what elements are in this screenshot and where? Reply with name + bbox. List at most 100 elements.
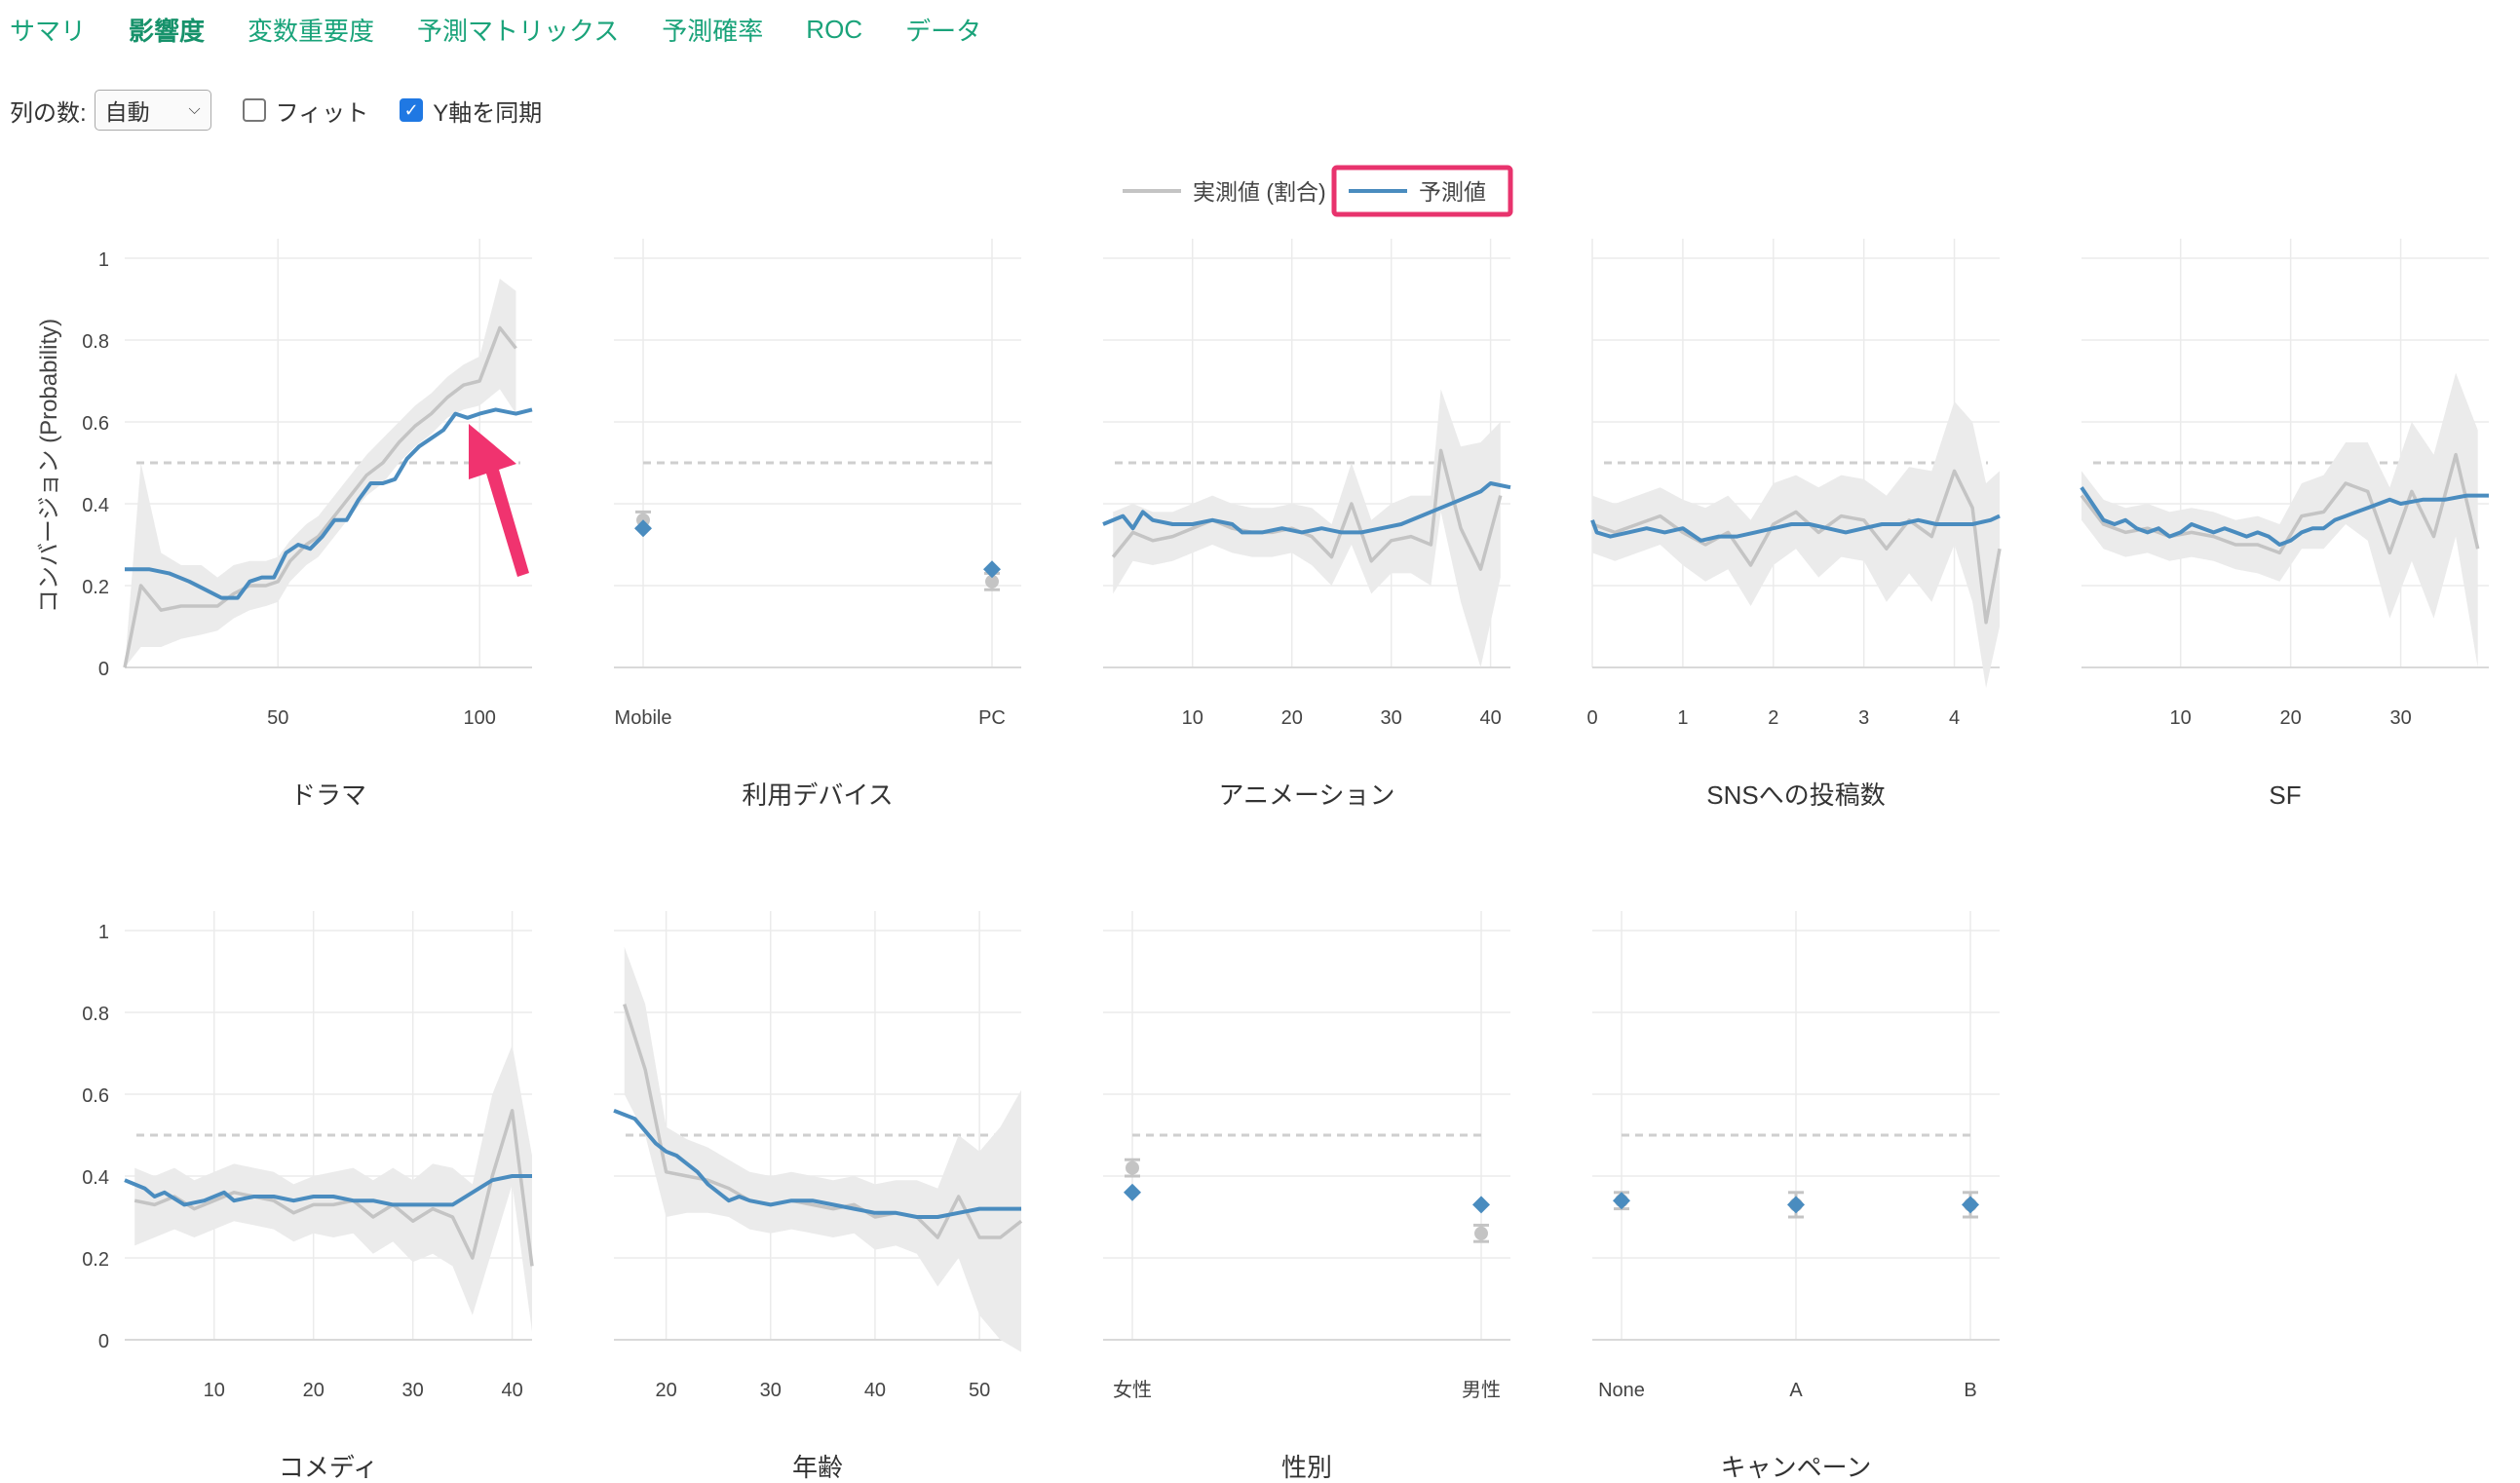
x-tick-label: 10 [1182, 707, 1203, 729]
columns-select[interactable]: 自動 ⌵ [94, 90, 211, 131]
x-tick-label: 30 [760, 1380, 782, 1401]
actual-series-line [123, 325, 517, 668]
confidence-band [2081, 372, 2478, 667]
x-tick-label: None [1598, 1380, 1645, 1401]
actual-series-line [1591, 469, 2002, 625]
y-tick-label: 1 [98, 922, 109, 943]
predicted-point [983, 560, 1001, 579]
y-tick-label: 0 [98, 1331, 109, 1352]
legend-highlight-box [1331, 165, 1513, 217]
actual-point [985, 574, 999, 589]
confidence-band [125, 279, 516, 667]
confidence-band [624, 946, 1021, 1352]
x-tick-label: PC [978, 707, 1006, 729]
actual-series-line [1111, 448, 1503, 571]
y-tick-label: 0 [98, 659, 109, 680]
x-tick-label: 男性 [1462, 1379, 1501, 1401]
panel-title: キャンペーン [1721, 1453, 1872, 1482]
panel-title: 性別 [1281, 1453, 1332, 1482]
x-tick-label: 30 [402, 1380, 424, 1401]
x-tick-label: B [1964, 1380, 1976, 1401]
tab-impact[interactable]: 影響度 [129, 16, 206, 46]
tab-summary[interactable]: サマリ [10, 16, 87, 46]
panel-title: SF [2269, 780, 2301, 810]
fit-checkbox[interactable] [242, 98, 266, 122]
predicted-point [1962, 1196, 1979, 1214]
y-tick-label: 0.8 [82, 1004, 109, 1025]
x-tick-label: 20 [655, 1380, 676, 1401]
x-tick-label: 100 [464, 707, 496, 729]
sync-y-axis-checkbox[interactable]: ✓ [400, 98, 424, 122]
actual-point [1474, 1226, 1488, 1240]
x-tick-label: 3 [1858, 707, 1869, 729]
panel-title: 年齢 [792, 1453, 843, 1482]
fit-label: フィット [275, 99, 369, 127]
x-tick-label: 20 [303, 1380, 325, 1401]
tab-prediction-probability[interactable]: 予測確率 [662, 16, 764, 46]
predicted-series-line [2080, 486, 2489, 547]
actual-series-line [2080, 452, 2480, 555]
confidence-band [134, 1045, 532, 1332]
tab-variable-importance[interactable]: 変数重要度 [248, 16, 375, 46]
tab-roc[interactable]: ROC [806, 14, 863, 44]
x-tick-label: 50 [267, 707, 288, 729]
y-tick-label: 0.6 [82, 413, 109, 435]
y-tick-label: 0.2 [82, 1249, 109, 1271]
check-icon: ✓ [403, 100, 419, 120]
x-tick-label: 50 [969, 1380, 990, 1401]
legend-predicted-label: 予測値 [1419, 179, 1486, 205]
y-tick-label: 0.4 [82, 495, 109, 516]
confidence-band [1592, 401, 2000, 688]
panel-title: アニメーション [1219, 780, 1395, 810]
x-tick-label: 2 [1768, 707, 1778, 729]
predicted-series-line [124, 1174, 532, 1207]
x-tick-label: 女性 [1113, 1379, 1152, 1401]
chevron-down-icon: ⌵ [188, 101, 201, 118]
columns-select-value: 自動 [104, 99, 150, 125]
x-tick-label: 4 [1949, 707, 1960, 729]
columns-label: 列の数: [10, 99, 87, 127]
predicted-series-line [613, 1108, 1021, 1219]
predicted-point [1472, 1196, 1490, 1214]
legend-actual-label: 実測値 (割合) [1193, 179, 1326, 205]
x-tick-label: 40 [501, 1380, 522, 1401]
x-tick-label: 30 [1381, 707, 1402, 729]
y-tick-label: 0.6 [82, 1085, 109, 1107]
y-tick-label: 0.8 [82, 331, 109, 353]
x-tick-label: 20 [1281, 707, 1303, 729]
actual-series-line [623, 1004, 1023, 1239]
confidence-band [1113, 389, 1501, 667]
sync-y-axis-label: Y軸を同期 [433, 99, 543, 127]
predicted-point [1124, 1183, 1141, 1201]
tab-prediction-matrix[interactable]: 予測マトリックス [417, 16, 620, 46]
tab-bar: サマリ 影響度 変数重要度 予測マトリックス 予測確率 ROC データ [0, 0, 1014, 58]
x-tick-label: 40 [1479, 707, 1501, 729]
tab-data[interactable]: データ [905, 16, 982, 46]
panel-title: ドラマ [290, 780, 366, 810]
panel-title: 利用デバイス [742, 780, 893, 810]
predicted-point [1613, 1192, 1630, 1210]
x-tick-label: Mobile [615, 707, 672, 729]
predicted-point [1787, 1196, 1805, 1214]
x-tick-label: 0 [1586, 707, 1597, 729]
x-tick-label: 1 [1677, 707, 1688, 729]
predicted-series-line [1590, 513, 2001, 543]
y-tick-label: 0.4 [82, 1167, 109, 1189]
y-tick-label: 0.2 [82, 577, 109, 598]
x-tick-label: 10 [2170, 707, 2192, 729]
predicted-series-line [125, 407, 533, 600]
panel-title: SNSへの投稿数 [1706, 780, 1885, 810]
predicted-series-line [1102, 481, 1511, 535]
panel-title: コメディ [279, 1453, 378, 1482]
x-tick-label: A [1789, 1380, 1803, 1401]
predicted-point [634, 519, 652, 538]
y-tick-label: 1 [98, 249, 109, 271]
actual-point [1126, 1160, 1139, 1175]
annotation-arrow [469, 424, 529, 577]
x-tick-label: 30 [2389, 707, 2411, 729]
x-tick-label: 20 [2280, 707, 2302, 729]
actual-series-line [134, 1109, 534, 1267]
x-tick-label: 10 [204, 1380, 225, 1401]
x-tick-label: 40 [864, 1380, 886, 1401]
